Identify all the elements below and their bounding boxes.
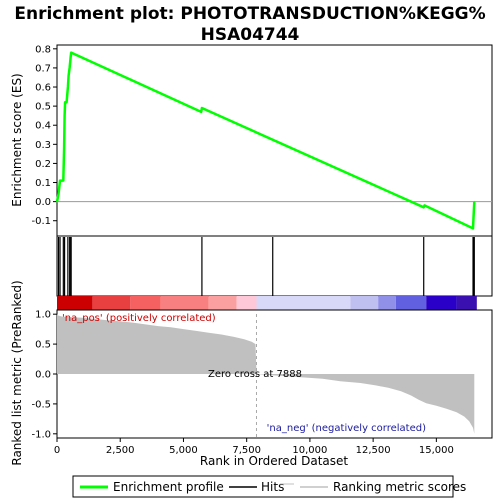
es-y-axis: -0.1 0.0 0.1 0.2 0.3 0.4 0.5 0.6 0.7 0.8 — [31, 44, 57, 227]
enrichment-profile-point — [59, 179, 61, 182]
legend: Enrichment profile Hits Ranking metric s… — [72, 475, 466, 498]
enrichment-profile-point — [65, 101, 68, 104]
heat-band-segment — [378, 296, 396, 310]
enrichment-profile-point — [56, 200, 58, 203]
zero-cross-label: Zero cross at 7888 — [208, 369, 302, 380]
enrichment-profile-point — [201, 107, 203, 109]
heat-band-segment — [160, 296, 209, 310]
es-y-tick-label: 0.8 — [35, 44, 51, 55]
enrichment-profile-point — [69, 55, 72, 58]
es-y-tick-label: 0.2 — [35, 159, 51, 170]
metric-panel: -1.0 -0.5 0.0 0.5 1.0 0 2,500 5,000 7,500 10,000… — [10, 280, 493, 468]
metric-y-tick-label: -0.5 — [31, 399, 51, 410]
enrichment-profile-point — [67, 86, 69, 88]
legend-box — [72, 475, 454, 498]
metric-y-axis: -1.0 -0.5 0.0 0.5 1.0 — [31, 310, 57, 440]
ranking-metric-area — [57, 314, 475, 434]
es-y-tick-label: 0.5 — [35, 102, 51, 113]
es-y-tick-label: 0.1 — [35, 178, 51, 189]
chart-title-line2: HSA04744 — [201, 25, 300, 45]
es-y-tick-label: 0.7 — [35, 63, 51, 74]
hits-frame — [56, 235, 493, 297]
es-y-tick-label: -0.1 — [31, 216, 51, 227]
enrichment-profile-point — [472, 227, 474, 230]
enrichment-profile-point — [472, 210, 475, 212]
x-axis-label: Rank in Ordered Dataset — [200, 454, 348, 468]
es-y-tick-label: 0.3 — [35, 140, 51, 151]
enrichment-profile-point — [422, 206, 425, 209]
es-y-axis-label: Enrichment score (ES) — [10, 73, 24, 206]
chart-title-line1: Enrichment plot: PHOTOTRANSDUCTION%KEGG% — [14, 4, 485, 24]
x-tick-label: 2,500 — [106, 445, 135, 456]
es-y-tick-label: 0.6 — [35, 83, 51, 94]
x-tick-label: 12,500 — [356, 445, 391, 456]
metric-series-group — [57, 314, 475, 434]
enrichment-profile-point — [57, 193, 60, 195]
heat-band-segment — [350, 296, 379, 310]
heat-band — [57, 296, 477, 310]
heat-band-segment — [426, 296, 457, 310]
neg-correlated-label: 'na_neg' (negatively correlated) — [267, 423, 426, 434]
metric-y-tick-label: 1.0 — [35, 310, 51, 321]
legend-hits-label: Hits — [261, 480, 284, 494]
heat-band-segment — [256, 296, 351, 310]
x-tick-label: 5,000 — [169, 445, 198, 456]
es-panel: -0.1 0.0 0.1 0.2 0.3 0.4 0.5 0.6 0.7 0.8 Enrichme… — [10, 44, 493, 237]
es-series-group — [55, 51, 476, 230]
metric-y-axis-label: Ranked list metric (PreRanked) — [10, 280, 24, 465]
enrichment-profile-point — [200, 111, 202, 113]
metric-y-tick-label: 0.0 — [35, 370, 51, 381]
hits-group — [57, 237, 475, 296]
enrichment-profile-point — [70, 51, 72, 54]
es-y-tick-label: 0.0 — [35, 197, 51, 208]
x-tick-label: 7,500 — [232, 445, 261, 456]
pos-correlated-label: 'na_pos' (positively correlated) — [62, 313, 216, 324]
es-y-tick-label: 0.4 — [35, 121, 51, 132]
heat-band-segment — [208, 296, 237, 310]
legend-ranking-label: Ranking metric scores — [333, 480, 466, 494]
enrichment-profile-point — [64, 101, 66, 104]
enrichment-profile-point — [63, 114, 66, 117]
enrichment-profile-point — [63, 147, 65, 149]
heat-band-segment — [57, 296, 93, 310]
x-tick-label: 15,000 — [419, 445, 454, 456]
x-tick-label: 0 — [54, 445, 60, 456]
enrichment-profile-point — [68, 67, 71, 69]
enrichment-profile-point — [67, 74, 70, 77]
heat-band-segment — [236, 296, 257, 310]
heat-band-segment — [395, 296, 427, 310]
x-tick-label: 10,000 — [292, 445, 327, 456]
enrichment-profile-point — [62, 179, 65, 182]
heat-band-segment — [130, 296, 161, 310]
legend-enrichment-label: Enrichment profile — [113, 480, 224, 494]
heat-band-segment — [456, 296, 477, 310]
enrichment-profile-point — [473, 200, 476, 203]
heat-band-segment — [92, 296, 131, 310]
metric-y-tick-label: 0.5 — [35, 340, 51, 351]
metric-y-tick-label: -1.0 — [31, 429, 51, 440]
hits-panel — [56, 235, 493, 310]
x-axis: 0 2,500 5,000 7,500 10,000 12,500 15,000 — [54, 438, 454, 456]
enrichment-profile-point — [423, 204, 426, 207]
